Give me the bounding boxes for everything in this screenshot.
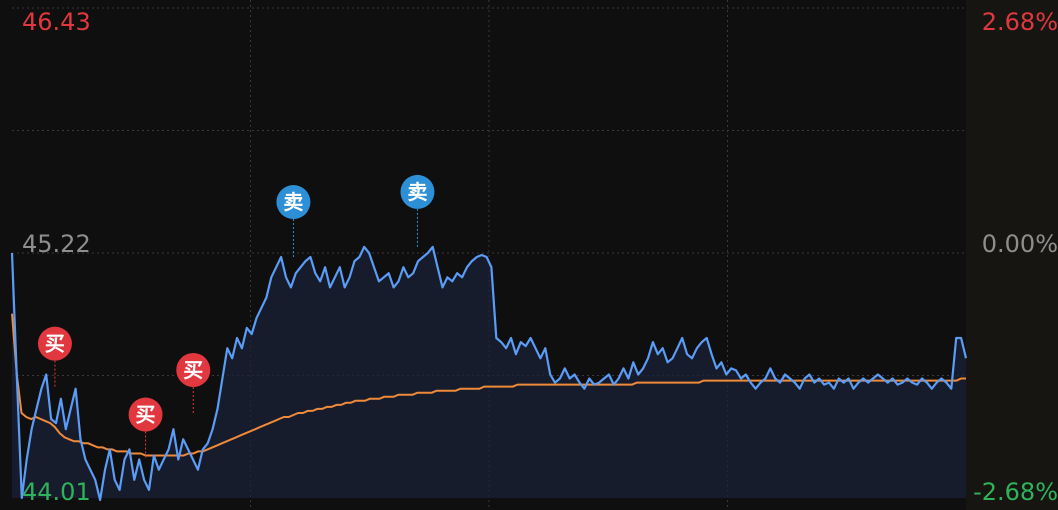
percent-min-label: -2.68% bbox=[973, 478, 1058, 506]
sell-marker-badge bbox=[400, 174, 435, 209]
buy-marker-label: 买 bbox=[45, 332, 65, 356]
price-area-fill bbox=[12, 246, 966, 500]
price-line bbox=[10, 245, 968, 502]
buy-marker-badge bbox=[128, 397, 163, 432]
sell-marker-label: 卖 bbox=[407, 180, 427, 204]
buy-marker-label: 买 bbox=[136, 403, 156, 427]
buy-marker-0: 买 bbox=[37, 326, 72, 389]
percent-mid-label: 0.00% bbox=[981, 230, 1058, 258]
sell-marker-3: 卖 bbox=[276, 185, 311, 258]
buy-marker-2: 买 bbox=[176, 352, 211, 415]
sell-marker-label: 卖 bbox=[283, 190, 303, 214]
sell-marker-badge bbox=[276, 185, 311, 220]
price-mid-label: 45.22 bbox=[22, 230, 91, 258]
average-price-line bbox=[11, 313, 966, 457]
buy-marker-badge bbox=[37, 326, 72, 361]
sell-marker-4: 卖 bbox=[400, 174, 435, 247]
buy-marker-label: 买 bbox=[183, 358, 203, 382]
trade-markers: 买买买卖卖 bbox=[37, 174, 435, 460]
right-axis-panel bbox=[966, 0, 1058, 510]
buy-marker-1: 买 bbox=[128, 397, 163, 460]
price-max-label: 46.43 bbox=[22, 8, 91, 36]
price-min-label: 44.01 bbox=[22, 478, 91, 506]
percent-max-label: 2.68% bbox=[981, 8, 1058, 36]
buy-marker-badge bbox=[176, 352, 211, 387]
